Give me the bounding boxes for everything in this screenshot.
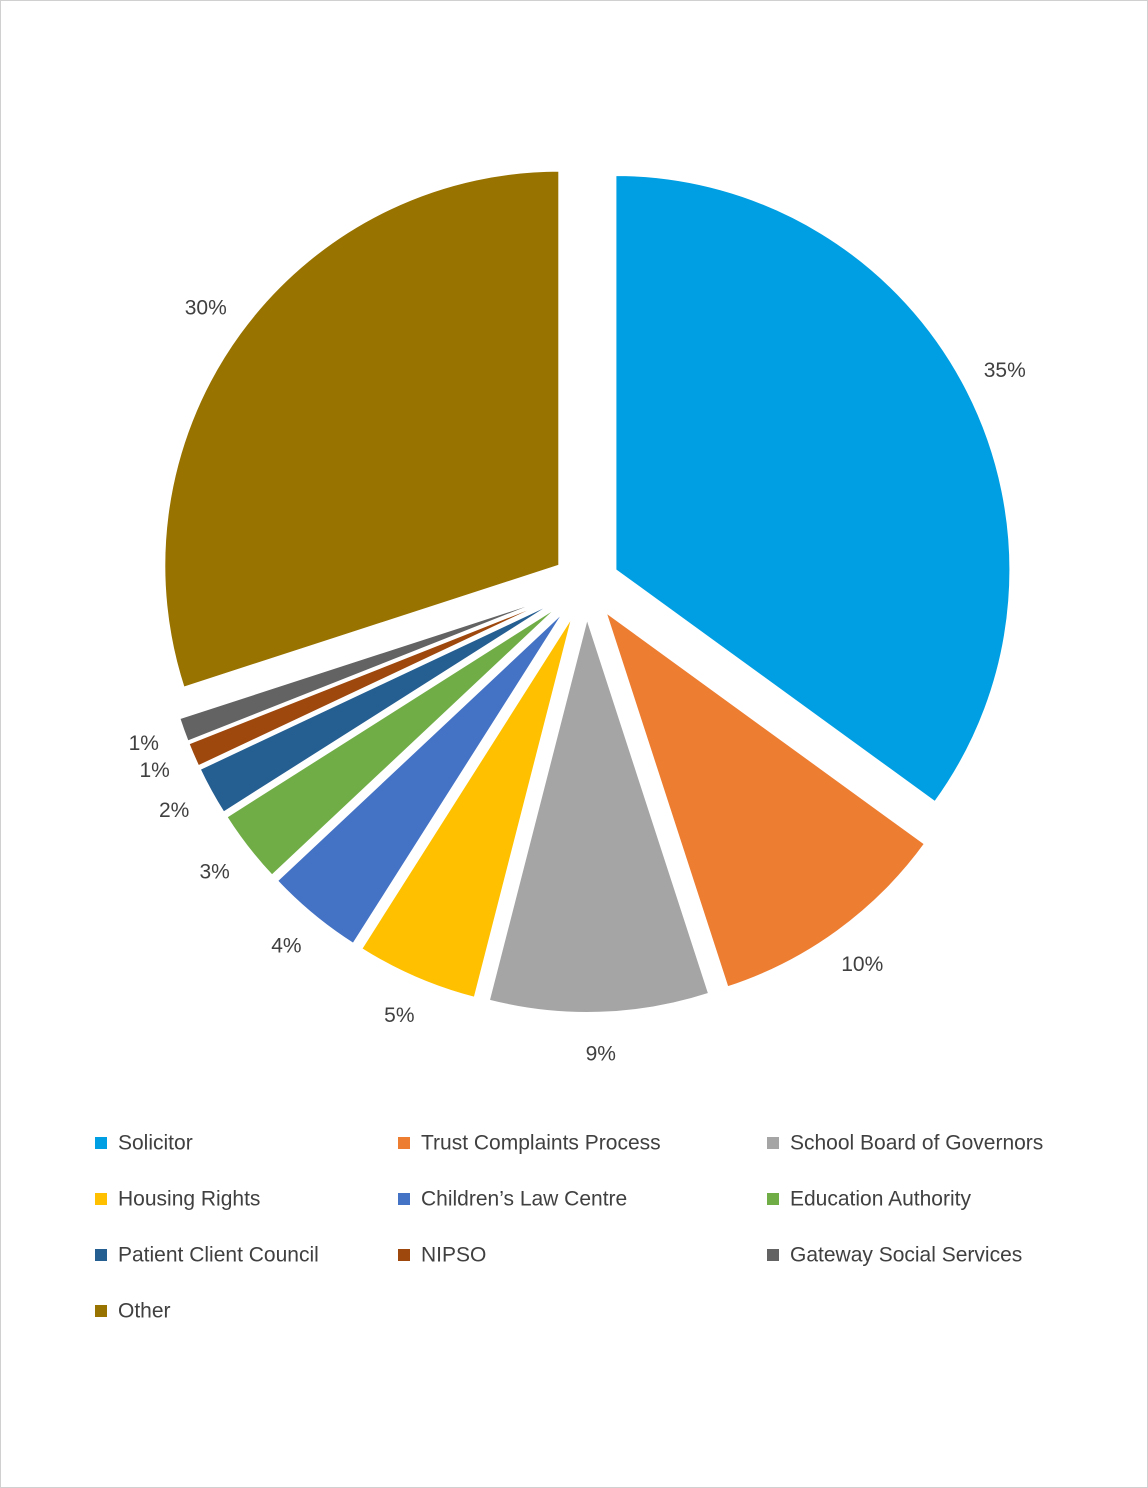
legend-swatch <box>398 1193 410 1205</box>
data-label: 5% <box>384 1004 414 1027</box>
legend-label: School Board of Governors <box>790 1132 1043 1155</box>
legend-swatch <box>767 1193 779 1205</box>
data-label: 10% <box>841 953 883 976</box>
pie-slice <box>225 604 561 878</box>
pie-slice <box>163 169 561 689</box>
legend-label: Patient Client Council <box>118 1244 319 1267</box>
data-label: 1% <box>139 759 169 782</box>
pie-slice <box>603 609 927 989</box>
legend-label: NIPSO <box>421 1244 486 1267</box>
pie-slice <box>359 614 574 1000</box>
legend-label: Education Authority <box>790 1188 971 1211</box>
legend-swatch <box>95 1249 107 1261</box>
data-label: 3% <box>199 861 229 884</box>
data-label: 35% <box>984 359 1026 382</box>
pie-slice <box>275 609 566 946</box>
legend-label: Other <box>118 1300 171 1323</box>
pie-slice <box>187 597 557 768</box>
legend-swatch <box>95 1137 107 1149</box>
legend-swatch <box>398 1137 410 1149</box>
data-label: 9% <box>586 1042 616 1065</box>
data-label: 1% <box>129 732 159 755</box>
legend-swatch <box>95 1305 107 1317</box>
legend-label: Children’s Law Centre <box>421 1188 627 1211</box>
legend-label: Solicitor <box>118 1132 193 1155</box>
data-label: 2% <box>159 799 189 822</box>
pie-slice <box>198 599 558 814</box>
pie-slice <box>614 174 1012 804</box>
legend-label: Trust Complaints Process <box>421 1132 661 1155</box>
legend-swatch <box>767 1249 779 1261</box>
pie-slice <box>178 595 556 743</box>
legend-swatch <box>767 1137 779 1149</box>
data-label: 4% <box>271 935 301 958</box>
legend-label: Housing Rights <box>118 1188 260 1211</box>
legend-swatch <box>398 1249 410 1261</box>
legend-label: Gateway Social Services <box>790 1244 1022 1267</box>
data-label: 30% <box>185 296 227 319</box>
legend-swatch <box>95 1193 107 1205</box>
pie-slice <box>487 614 711 1014</box>
